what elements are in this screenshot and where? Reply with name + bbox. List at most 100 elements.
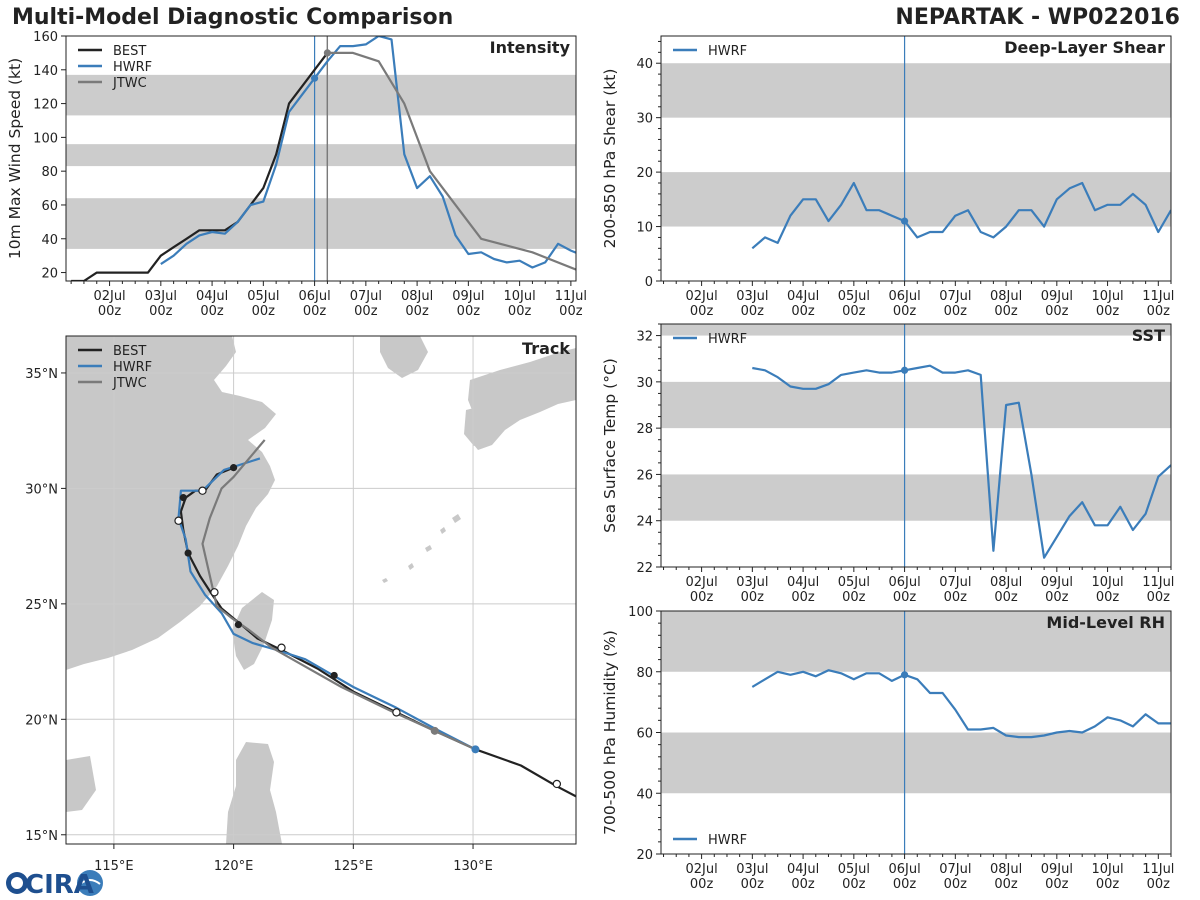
sst-y-tick-label: 30 xyxy=(636,376,653,391)
shear-y-tick-label: 30 xyxy=(636,112,653,127)
shear-current-point xyxy=(900,217,909,225)
rh-x-tick-hour: 00z xyxy=(842,877,866,892)
track-position-marker xyxy=(174,516,183,525)
rh-x-tick-day: 03Jul xyxy=(736,862,768,877)
cira-logo-text: CIRA xyxy=(25,870,94,900)
hainan-vicinity-land xyxy=(66,756,96,812)
intensity-x-tick-day: 03Jul xyxy=(145,289,177,304)
shear-x-tick-hour: 00z xyxy=(1096,304,1120,319)
japan-kyushu-land xyxy=(464,406,494,446)
sst-y-tick-label: 24 xyxy=(636,515,653,530)
rh-y-tick-label: 60 xyxy=(636,727,653,742)
sst-x-tick-day: 10Jul xyxy=(1091,575,1123,590)
rh-x-tick-day: 07Jul xyxy=(939,862,971,877)
track-legend-label-hwrf: HWRF xyxy=(113,360,152,375)
rh-x-tick-hour: 00z xyxy=(994,877,1018,892)
rh-legend-label-hwrf: HWRF xyxy=(708,833,747,848)
track-position-marker xyxy=(179,494,187,502)
sst-x-tick-hour: 00z xyxy=(1045,590,1069,605)
intensity-x-tick-hour: 00z xyxy=(354,304,378,319)
track-position-marker xyxy=(210,588,219,597)
shear-plot-area xyxy=(661,36,1171,281)
intensity-x-tick-day: 04Jul xyxy=(196,289,228,304)
sst-x-tick-day: 05Jul xyxy=(838,575,870,590)
intensity-shade-band xyxy=(66,74,576,116)
sst-y-tick-label: 32 xyxy=(636,330,653,345)
rh-chart: 2040608010002Jul00z03Jul00z04Jul00z05Jul… xyxy=(601,605,1174,892)
track-axes-frame xyxy=(65,335,577,845)
shear-shade-band xyxy=(661,63,1171,118)
sst-x-tick-hour: 00z xyxy=(994,590,1018,605)
rh-y-axis-label: 700-500 hPa Humidity (%) xyxy=(601,630,619,835)
intensity-x-tick-day: 07Jul xyxy=(350,289,382,304)
sst-x-tick-hour: 00z xyxy=(791,590,815,605)
intensity-x-tick-hour: 00z xyxy=(252,304,276,319)
track-legend-label-jtwc: JTWC xyxy=(112,376,147,391)
intensity-plot-area xyxy=(66,36,576,281)
intensity-x-tick-day: 08Jul xyxy=(401,289,433,304)
track-lat-label: 20°N xyxy=(25,713,58,728)
intensity-chart: 2040608010012014016002Jul00z03Jul00z04Ju… xyxy=(6,30,587,319)
track-position-marker xyxy=(198,486,207,495)
sst-x-tick-hour: 00z xyxy=(690,590,714,605)
shear-x-tick-hour: 00z xyxy=(1045,304,1069,319)
track-legend-label-best: BEST xyxy=(113,344,146,359)
japan-honshu-land xyxy=(468,348,576,450)
shear-panel-title: Deep-Layer Shear xyxy=(1004,38,1165,57)
rh-x-tick-hour: 00z xyxy=(1147,877,1171,892)
rh-shade-band xyxy=(661,732,1171,794)
rh-y-tick-label: 80 xyxy=(636,666,653,681)
intensity-y-tick-label: 100 xyxy=(33,131,58,146)
intensity-legend-label-jtwc: JTWC xyxy=(112,76,147,91)
intensity-x-tick-hour: 00z xyxy=(98,304,122,319)
rh-y-tick-label: 20 xyxy=(636,848,653,863)
track-lon-label: 130°E xyxy=(453,859,493,874)
sst-x-tick-day: 02Jul xyxy=(685,575,717,590)
shear-x-tick-day: 11Jul xyxy=(1142,289,1174,304)
shear-series-hwrf xyxy=(751,181,1171,250)
shear-shade-band xyxy=(661,172,1171,227)
shear-x-tick-hour: 00z xyxy=(741,304,765,319)
intensity-legend-label-best: BEST xyxy=(113,44,146,59)
shear-x-tick-hour: 00z xyxy=(842,304,866,319)
sst-x-tick-day: 08Jul xyxy=(990,575,1022,590)
intensity-y-tick-label: 140 xyxy=(33,64,58,79)
rh-x-tick-hour: 00z xyxy=(944,877,968,892)
intensity-x-tick-hour: 00z xyxy=(508,304,532,319)
intensity-y-tick-label: 160 xyxy=(33,30,58,45)
track-lat-label: 15°N xyxy=(25,829,58,844)
track-position-marker xyxy=(430,726,439,735)
rh-plot-area xyxy=(661,611,1171,854)
intensity-panel-title: Intensity xyxy=(490,38,571,57)
track-lat-label: 25°N xyxy=(25,598,58,613)
storm-id-title: NEPARTAK - WP022016 xyxy=(895,5,1180,30)
rh-x-tick-day: 10Jul xyxy=(1091,862,1123,877)
track-position-marker xyxy=(184,549,192,557)
intensity-y-tick-label: 120 xyxy=(33,98,58,113)
track-position-marker xyxy=(471,745,480,754)
shear-x-tick-day: 05Jul xyxy=(838,289,870,304)
sst-x-tick-hour: 00z xyxy=(741,590,765,605)
sst-y-tick-label: 26 xyxy=(636,468,653,483)
china-coast-land xyxy=(66,336,276,670)
intensity-x-tick-hour: 00z xyxy=(200,304,224,319)
sst-y-tick-label: 28 xyxy=(636,422,653,437)
intensity-x-tick-day: 11Jul xyxy=(555,289,587,304)
intensity-y-tick-label: 40 xyxy=(41,233,58,248)
sst-x-tick-day: 03Jul xyxy=(736,575,768,590)
intensity-current-point xyxy=(310,74,319,82)
intensity-current-point xyxy=(323,49,332,57)
track-position-marker xyxy=(552,779,562,789)
intensity-x-tick-day: 02Jul xyxy=(93,289,125,304)
track-lon-label: 120°E xyxy=(214,859,254,874)
intensity-x-tick-hour: 00z xyxy=(303,304,327,319)
rh-y-tick-label: 40 xyxy=(636,787,653,802)
sst-shade-band xyxy=(661,474,1171,521)
intensity-shade-band xyxy=(66,198,576,249)
intensity-series-hwrf xyxy=(160,36,576,269)
track-lon-label: 115°E xyxy=(94,859,134,874)
rh-x-tick-hour: 00z xyxy=(1096,877,1120,892)
intensity-x-tick-day: 05Jul xyxy=(247,289,279,304)
sst-panel-title: SST xyxy=(1132,326,1165,345)
